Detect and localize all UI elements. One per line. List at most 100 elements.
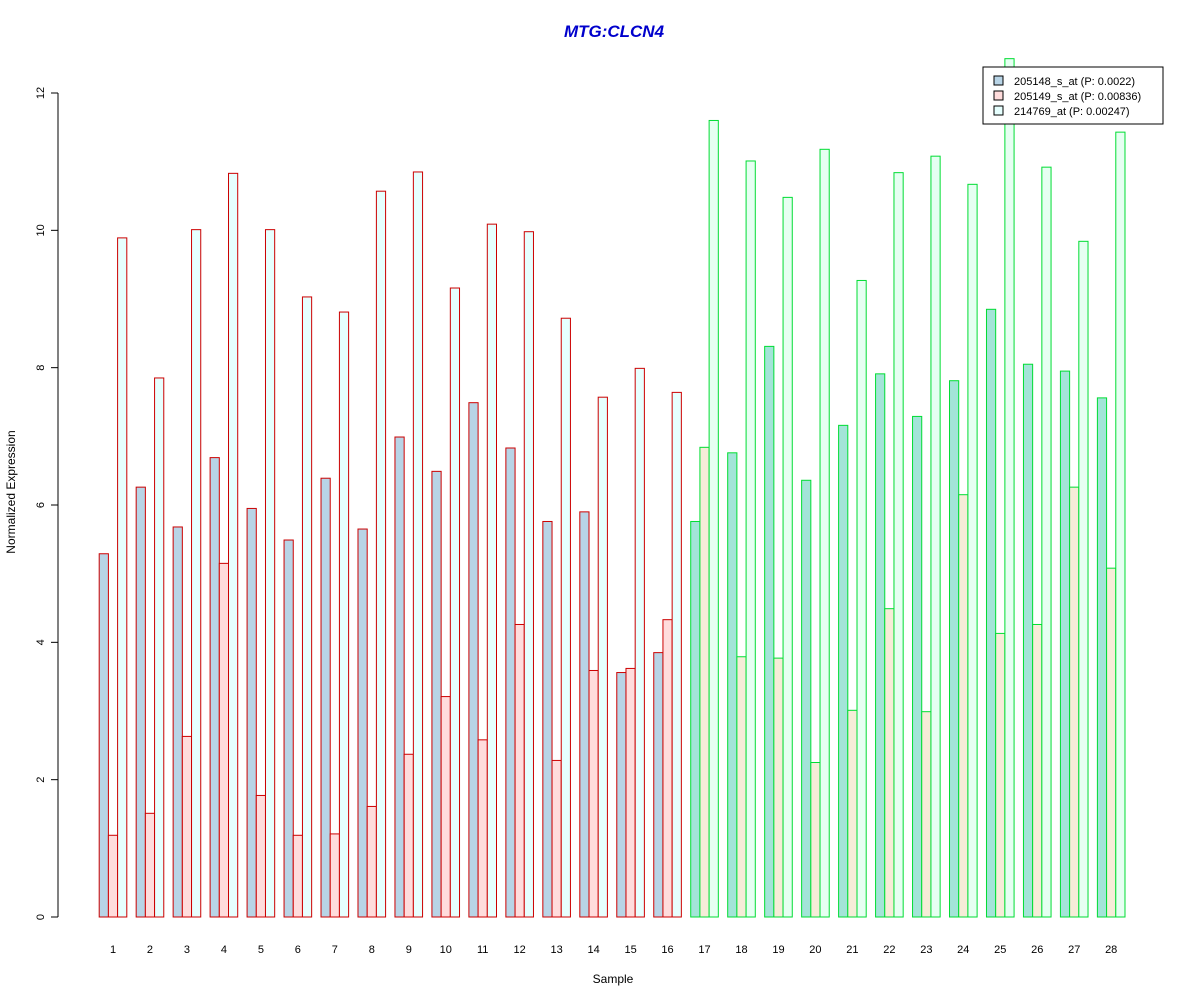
bar-sample-28-series-1 xyxy=(1096,397,1108,918)
y-tick-label: 0 xyxy=(35,914,47,920)
bar-sample-4-series-3 xyxy=(228,172,239,918)
x-tick-label: 22 xyxy=(883,944,895,956)
x-tick-label: 18 xyxy=(735,944,747,956)
x-tick-label: 14 xyxy=(587,944,599,956)
bar-sample-11-series-1 xyxy=(468,402,479,918)
bar-sample-17-series-3 xyxy=(708,119,719,918)
bar-sample-24-series-1 xyxy=(949,380,960,918)
bar-sample-13-series-1 xyxy=(542,520,553,918)
x-tick-label: 11 xyxy=(477,944,488,956)
bar-sample-28-series-3 xyxy=(1115,131,1126,918)
x-tick-label: 15 xyxy=(624,944,636,956)
y-tick-label: 2 xyxy=(35,777,47,783)
x-tick-label: 27 xyxy=(1068,944,1080,956)
x-tick-label: 20 xyxy=(809,944,821,956)
x-axis-label: Sample xyxy=(593,972,634,986)
bar-sample-20-series-1 xyxy=(801,479,812,918)
bar-sample-17-series-1 xyxy=(690,520,701,918)
x-tick-label: 13 xyxy=(551,944,563,956)
legend-swatch-1 xyxy=(993,75,1004,86)
y-tick-label: 12 xyxy=(35,87,47,99)
bar-sample-18-series-3 xyxy=(745,160,756,918)
bar-sample-22-series-1 xyxy=(875,373,886,918)
bar-sample-18-series-1 xyxy=(727,452,738,918)
bar-sample-9-series-1 xyxy=(394,436,405,918)
legend: 205148_s_at (P: 0.0022) 205149_s_at (P: 0… xyxy=(982,66,1164,125)
bar-sample-12-series-2 xyxy=(514,623,525,918)
bar-sample-3-series-1 xyxy=(172,526,183,918)
x-tick-label: 3 xyxy=(184,944,190,956)
bar-sample-23-series-3 xyxy=(930,155,941,918)
bar-sample-27-series-2 xyxy=(1069,486,1080,918)
bar-sample-1-series-2 xyxy=(107,834,119,918)
bar-sample-26-series-1 xyxy=(1022,363,1034,918)
bar-sample-7-series-2 xyxy=(329,833,340,918)
bar-sample-14-series-2 xyxy=(588,669,599,918)
x-tick-labels: 1 2 3 4 5 6 7 8 9 10 11 12 13 14 15 16 17 18 19 20 21 22 23 24 2… xyxy=(110,944,1117,956)
bar-sample-6-series-2 xyxy=(292,834,303,918)
bar-sample-26-series-3 xyxy=(1041,166,1052,918)
bar-sample-5-series-2 xyxy=(255,794,266,918)
bar-sample-22-series-3 xyxy=(893,172,904,918)
x-tick-label: 23 xyxy=(920,944,932,956)
bar-sample-7-series-1 xyxy=(320,477,331,918)
bar-sample-2-series-1 xyxy=(135,486,146,918)
bar-sample-16-series-3 xyxy=(671,391,682,918)
bar-sample-3-series-2 xyxy=(181,735,193,918)
bar-sample-5-series-1 xyxy=(246,507,257,918)
x-tick-label: 12 xyxy=(514,944,526,956)
bar-sample-25-series-3 xyxy=(1004,58,1015,918)
legend-label-1: 205148_s_at (P: 0.0022) xyxy=(1014,76,1135,88)
x-tick-label: 1 xyxy=(110,944,116,956)
x-tick-label: 6 xyxy=(295,944,301,956)
bar-sample-2-series-2 xyxy=(144,812,156,918)
bar-sample-12-series-1 xyxy=(505,447,516,918)
bar-sample-8-series-3 xyxy=(375,190,387,918)
legend-label-2: 205149_s_at (P: 0.00836) xyxy=(1014,91,1141,103)
x-tick-label: 28 xyxy=(1105,944,1117,956)
bar-sample-15-series-1 xyxy=(616,672,627,918)
y-axis: 0 2 4 6 8 10 12 xyxy=(35,87,59,920)
x-tick-label: 2 xyxy=(147,944,153,956)
y-tick-label: 6 xyxy=(35,502,47,508)
bar-sample-13-series-3 xyxy=(560,317,571,918)
bar-sample-23-series-2 xyxy=(921,711,932,918)
x-tick-label: 26 xyxy=(1031,944,1043,956)
bar-sample-11-series-2 xyxy=(477,739,488,918)
y-tick-label: 8 xyxy=(35,365,47,371)
bar-sample-26-series-2 xyxy=(1032,623,1043,918)
bar-sample-15-series-3 xyxy=(634,367,645,918)
bar-sample-9-series-3 xyxy=(412,171,424,918)
bar-sample-19-series-2 xyxy=(773,657,784,918)
y-tick-label: 10 xyxy=(35,224,47,236)
x-tick-label: 8 xyxy=(369,944,375,956)
bar-sample-19-series-3 xyxy=(782,196,793,918)
bar-sample-27-series-1 xyxy=(1059,370,1071,918)
x-tick-label: 24 xyxy=(957,944,969,956)
legend-box xyxy=(982,66,1164,125)
bar-sample-25-series-2 xyxy=(995,632,1006,918)
bar-sample-28-series-2 xyxy=(1106,567,1117,918)
x-tick-label: 5 xyxy=(258,944,264,956)
x-tick-label: 25 xyxy=(994,944,1006,956)
bar-sample-1-series-3 xyxy=(117,237,128,918)
bar-sample-24-series-2 xyxy=(958,494,969,918)
bar-sample-16-series-2 xyxy=(662,619,673,918)
bar-sample-10-series-3 xyxy=(449,287,461,918)
bar-sample-20-series-3 xyxy=(819,148,830,918)
bar-sample-10-series-2 xyxy=(440,696,451,918)
bar-sample-3-series-3 xyxy=(191,229,202,918)
x-tick-label: 19 xyxy=(772,944,784,956)
bar-sample-13-series-2 xyxy=(551,759,562,918)
bar-sample-19-series-1 xyxy=(764,345,775,918)
bar-sample-14-series-1 xyxy=(579,511,590,918)
bar-sample-4-series-1 xyxy=(209,457,220,918)
bar-sample-27-series-3 xyxy=(1078,240,1089,918)
bar-sample-22-series-2 xyxy=(884,608,895,918)
bar-sample-21-series-3 xyxy=(856,279,867,918)
bar-sample-4-series-2 xyxy=(218,562,230,918)
legend-swatch-3 xyxy=(993,105,1004,116)
y-tick-label: 4 xyxy=(35,639,47,645)
x-tick-label: 7 xyxy=(332,944,338,956)
